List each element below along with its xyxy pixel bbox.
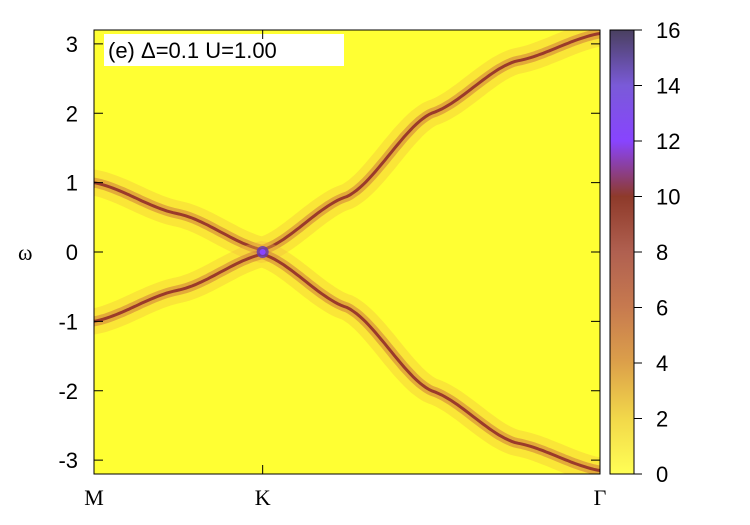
colorbar-tick-label: 8 [656,240,668,265]
band-core [94,252,600,472]
colorbar-tick-label: 10 [656,185,680,210]
heatmap-plot-area [93,29,601,475]
colorbar-ticks: 0 2 4 6 8 10 12 14 16 [634,18,680,487]
band-core [94,32,600,252]
colorbar-tick-label: 12 [656,129,680,154]
panel-annotation: (e) Δ=0.1 U=1.00 [104,34,344,66]
y-tick-label: 2 [66,101,78,126]
y-tick-label: 1 [66,171,78,196]
colorbar-tick-label: 2 [656,407,668,432]
annotation-text: (e) Δ=0.1 U=1.00 [108,38,277,63]
colorbar-tick-label: 0 [656,462,668,487]
y-tick-label: 0 [66,240,78,265]
colorbar-tick-label: 14 [656,74,680,99]
y-tick-label: -2 [58,379,78,404]
band-2 [94,241,600,474]
annotation-box [104,34,344,66]
y-axis: -3 -2 -1 0 1 2 3 [58,32,600,473]
y-tick-label: -3 [58,448,78,473]
heatmap-background [94,30,600,474]
colorbar-tick-label: 4 [656,351,668,376]
band-1 [94,30,600,263]
x-tick-label: M [84,485,104,510]
y-axis-label: ω [18,240,32,265]
colorbar-tick-label: 6 [656,296,668,321]
x-tick-label: Γ [594,485,607,510]
colorbar-tick-label: 16 [656,18,680,43]
colorbar: 0 2 4 6 8 10 12 14 16 [609,18,680,487]
y-tick-label: 3 [66,32,78,57]
x-tick-label: K [255,485,271,510]
y-tick-label: -1 [58,309,78,334]
band-layer [94,30,600,474]
dirac-point-core [259,249,266,255]
colorbar-gradient [609,29,635,475]
